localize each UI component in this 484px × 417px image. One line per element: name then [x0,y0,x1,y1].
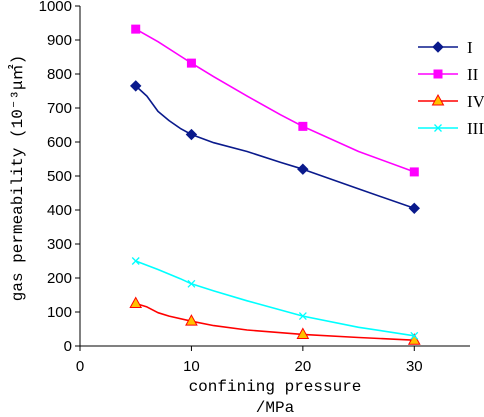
series-layer [129,24,421,345]
x-tick-label: 20 [295,358,312,375]
y-tick-label: 600 [47,134,72,151]
y-tick-label: 0 [64,338,72,355]
series-0-line [135,85,415,210]
series-0 [130,80,420,215]
series-2-point [129,296,143,308]
series-3-point-stroke-b [410,331,419,340]
series-1-line [135,28,415,173]
series-1-point [298,121,308,131]
legend-marker [433,69,443,79]
series-0-point [408,202,420,215]
series-3-line [135,260,415,337]
series-2-line [135,302,415,341]
series-0-point [297,163,309,175]
legend-label: I [467,38,473,57]
series-0-point [130,80,142,92]
x-tick-label: 30 [406,358,423,375]
legend-label: II [467,65,479,84]
series-1-point [409,167,419,177]
y-tick-label: 500 [47,168,72,185]
legend-label: IV [467,92,484,111]
y-tick-label: 700 [47,100,72,117]
y-axis-ticks: 0 100 200 300 400 500 600 700 800 900 1000 [39,0,80,355]
legend-marker [434,124,442,132]
x-tick-label: 0 [76,358,84,375]
y-tick-label: 200 [47,270,72,287]
x-tick-label: 10 [183,358,200,375]
series-3-point-stroke-b [298,312,307,321]
legend-label: III [467,119,484,138]
series-3-point [410,331,419,340]
y-tick-label: 100 [47,304,72,321]
x-axis-ticks: 0 10 20 30 [76,346,423,375]
series-1-point [186,58,196,68]
legend-marker [432,41,444,53]
series-3-point-stroke-b [187,279,196,288]
series-2-point [296,327,310,339]
y-tick-label: 300 [47,236,72,253]
series-1 [131,24,419,177]
series-1-point [131,24,141,34]
series-3 [131,257,419,340]
y-tick-label: 900 [47,32,72,49]
legend-item: IV [418,92,484,111]
series-2 [129,296,421,345]
y-tick-label: 400 [47,202,72,219]
series-2-point [185,314,198,326]
legend-item: III [418,119,484,138]
series-0-point [185,128,198,141]
series-3-point [131,257,140,265]
y-tick-label: 800 [47,66,72,83]
series-3-point [298,312,307,321]
legend-marker-stroke-b [434,124,442,132]
series-3-point-stroke-b [131,257,140,265]
series-3-point [187,279,196,288]
x-axis-title-line2: /MPa [256,399,295,417]
legend-item: I [418,38,473,57]
legend-item: II [418,65,479,84]
y-tick-label: 1000 [39,0,72,15]
y-axis-title: gas permeability (10⁻³μ㎡) [8,55,27,301]
x-axis-title-line1: confining pressure [189,378,362,396]
legend-marker [431,93,445,106]
